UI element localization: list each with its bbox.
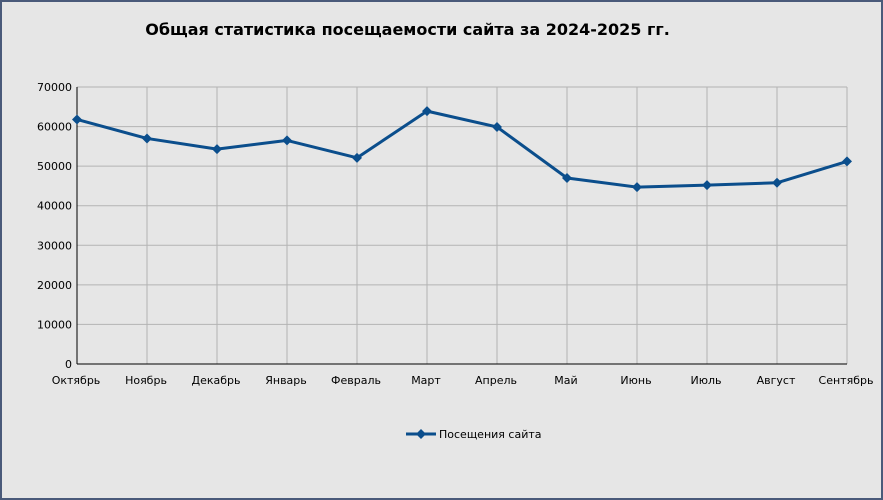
x-tick-label: Апрель <box>475 374 517 387</box>
x-tick-label: Июль <box>690 374 721 387</box>
x-tick-label: Август <box>757 374 796 387</box>
x-tick-label: Октябрь <box>52 374 101 387</box>
y-tick-label: 60000 <box>37 121 72 134</box>
x-tick-label: Сентябрь <box>819 374 874 387</box>
x-tick-label: Ноябрь <box>125 374 167 387</box>
data-point <box>702 180 712 191</box>
data-point <box>772 177 782 188</box>
x-tick-label: Июнь <box>620 374 651 387</box>
chart-title: Общая статистика посещаемости сайта за 2… <box>145 20 670 39</box>
data-point <box>142 133 152 144</box>
data-point <box>562 173 572 184</box>
data-point <box>492 121 502 132</box>
series-line <box>76 109 848 189</box>
y-tick-label: 10000 <box>37 318 72 331</box>
x-tick-label: Май <box>554 374 577 387</box>
data-point <box>72 114 82 125</box>
y-tick-label: 50000 <box>37 160 72 173</box>
data-point <box>632 182 642 193</box>
data-point <box>842 156 852 167</box>
data-point <box>352 152 362 163</box>
legend-marker <box>416 429 426 439</box>
y-tick-label: 30000 <box>37 239 72 252</box>
y-tick-label: 20000 <box>37 279 72 292</box>
data-point <box>212 144 222 155</box>
legend-label: Посещения сайта <box>439 428 542 441</box>
x-tick-label: Март <box>411 374 441 387</box>
y-tick-label: 0 <box>65 358 72 371</box>
x-tick-label: Декабрь <box>192 374 241 387</box>
y-tick-label: 70000 <box>37 81 72 94</box>
x-tick-label: Февраль <box>331 374 381 387</box>
data-point <box>422 106 432 117</box>
data-point <box>282 135 292 146</box>
y-tick-label: 40000 <box>37 200 72 213</box>
x-tick-label: Январь <box>265 374 307 387</box>
